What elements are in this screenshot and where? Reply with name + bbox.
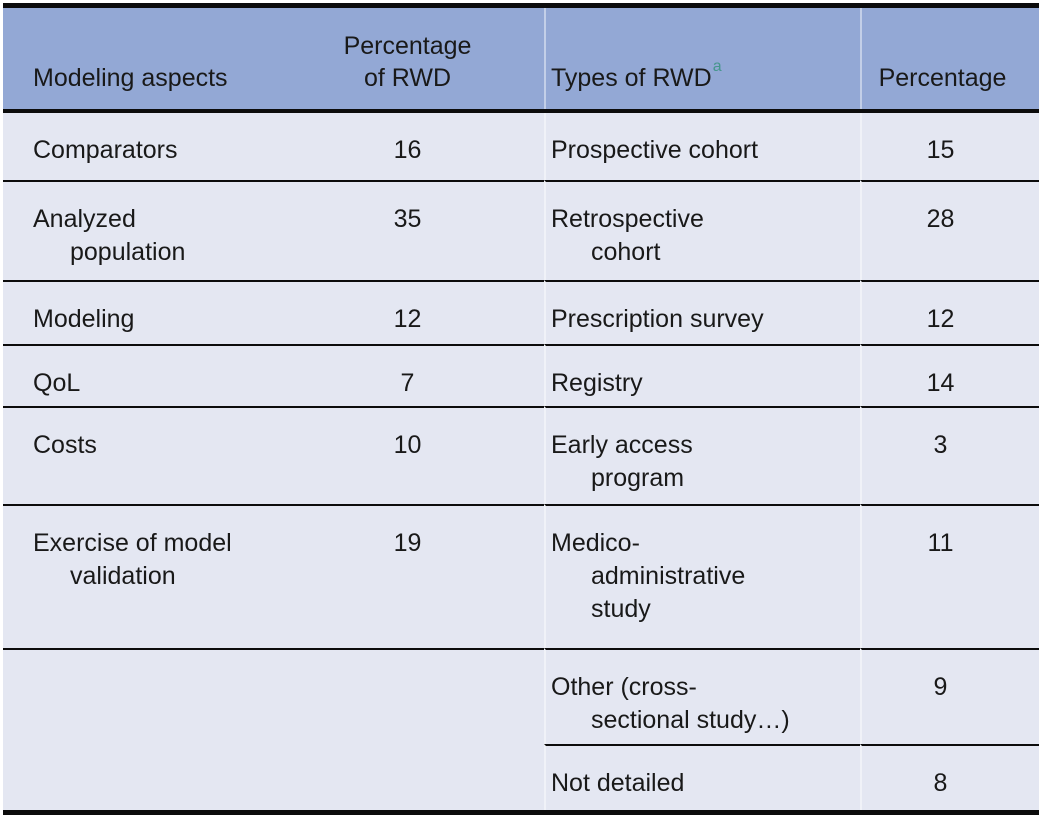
- cell-rwd-type: Not detailed: [544, 744, 860, 810]
- cell-modeling-aspect: [3, 744, 271, 810]
- cell-modeling-aspect: Exercise of model validation: [3, 504, 271, 648]
- table-row: Costs 10 Early access program 3: [3, 406, 1039, 504]
- cell-type-percentage: 14: [860, 344, 1039, 406]
- cell-modeling-aspect: Analyzed population: [3, 180, 271, 280]
- cell-type-percentage: 9: [860, 648, 1039, 744]
- table-row: Modeling 12 Prescription survey 12: [3, 280, 1039, 344]
- cell-rwd-type: Early access program: [544, 406, 860, 504]
- cell-modeling-aspect: Modeling: [3, 280, 271, 344]
- column-header-label: Types of RWDa: [551, 57, 722, 92]
- cell-type-percentage: 11: [860, 504, 1039, 648]
- cell-aspect-percentage: [271, 648, 544, 744]
- table-row: Comparators 16 Prospective cohort 15: [3, 113, 1039, 180]
- table-row: Analyzed population 35 Retrospective coh…: [3, 180, 1039, 280]
- cell-rwd-type: Prescription survey: [544, 280, 860, 344]
- cell-rwd-type: Retrospective cohort: [544, 180, 860, 280]
- cell-rwd-type: Medico- administrative study: [544, 504, 860, 648]
- rwd-summary-table: Modeling aspects Percentage of RWD Types…: [3, 3, 1039, 815]
- column-header-label: Percentage of RWD: [343, 32, 472, 92]
- cell-type-percentage: 8: [860, 744, 1039, 810]
- cell-rwd-type: Prospective cohort: [544, 113, 860, 180]
- cell-rwd-type: Registry: [544, 344, 860, 406]
- column-header-percentage-of-rwd: Percentage of RWD: [271, 8, 544, 109]
- table-body: Comparators 16 Prospective cohort 15 Ana…: [3, 113, 1039, 810]
- cell-modeling-aspect: [3, 648, 271, 744]
- cell-aspect-percentage: [271, 744, 544, 810]
- cell-aspect-percentage: 7: [271, 344, 544, 406]
- cell-aspect-percentage: 16: [393, 136, 422, 164]
- cell-type-percentage: 12: [860, 280, 1039, 344]
- column-header-types-of-rwd: Types of RWDa: [544, 8, 860, 109]
- cell-modeling-aspect: Comparators: [33, 136, 178, 164]
- table-row: Exercise of model validation 19 Medico- …: [3, 504, 1039, 648]
- column-header-percentage: Percentage: [860, 8, 1039, 109]
- cell-rwd-type: Other (cross- sectional study…): [544, 648, 860, 744]
- cell-type-percentage: 15: [860, 113, 1039, 180]
- table-header-row: Modeling aspects Percentage of RWD Types…: [3, 8, 1039, 113]
- table-row: Other (cross- sectional study…) 9: [3, 648, 1039, 744]
- cell-aspect-percentage: 35: [271, 180, 544, 280]
- cell-aspect-percentage: 12: [271, 280, 544, 344]
- table-row: QoL 7 Registry 14: [3, 344, 1039, 406]
- cell-modeling-aspect: QoL: [3, 344, 271, 406]
- column-header-label: Percentage: [878, 64, 1007, 92]
- column-header-modeling-aspects: Modeling aspects: [3, 8, 271, 109]
- footnote-marker-a: a: [712, 57, 722, 75]
- cell-aspect-percentage: 10: [271, 406, 544, 504]
- column-header-label: Modeling aspects: [33, 64, 228, 92]
- cell-modeling-aspect: Costs: [3, 406, 271, 504]
- cell-aspect-percentage: 19: [271, 504, 544, 648]
- table-row: Not detailed 8: [3, 744, 1039, 810]
- cell-type-percentage: 28: [860, 180, 1039, 280]
- cell-type-percentage: 3: [860, 406, 1039, 504]
